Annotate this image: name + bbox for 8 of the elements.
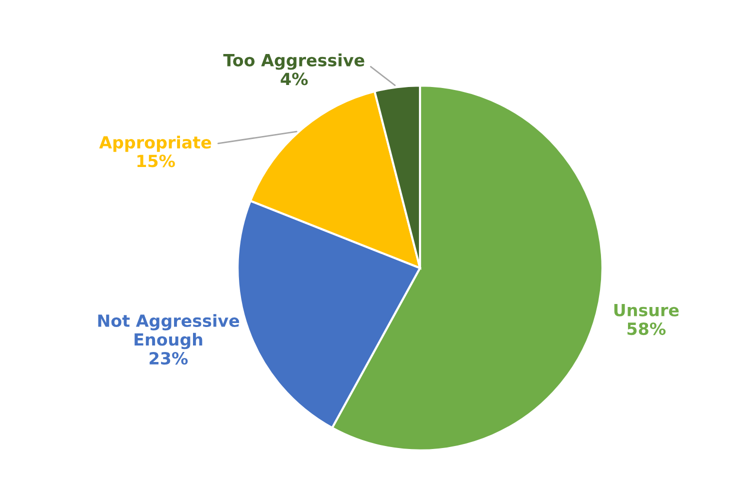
data-label: 23% — [150, 352, 188, 365]
slice-label: Unsure — [614, 304, 679, 316]
data-label: 4% — [280, 72, 308, 86]
slice-label: Too Aggressive — [223, 54, 364, 70]
slice-label: Not Aggressive Enough — [98, 314, 240, 350]
data-label: 58% — [628, 322, 666, 336]
slice-label: Appropriate — [99, 136, 212, 152]
data-label: 15% — [137, 154, 175, 168]
